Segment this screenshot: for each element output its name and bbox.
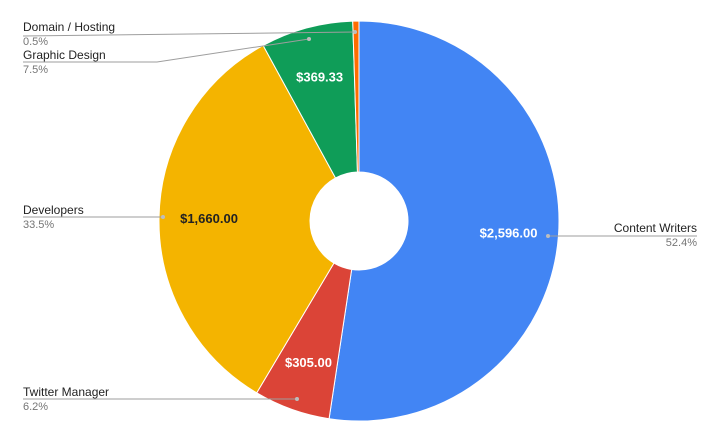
leader-dot bbox=[307, 37, 311, 41]
slice-name-label: Content Writers bbox=[614, 221, 697, 235]
slice-name-label: Developers bbox=[23, 203, 84, 217]
slice-developers[interactable] bbox=[158, 44, 337, 394]
value-label: $305.00 bbox=[285, 355, 332, 370]
slice-percent-label: 7.5% bbox=[23, 64, 48, 76]
value-label: $369.33 bbox=[296, 69, 343, 84]
slice-domain-hosting[interactable] bbox=[352, 20, 360, 173]
leader-dot bbox=[546, 234, 550, 238]
slice-name-label: Graphic Design bbox=[23, 48, 106, 62]
leader-dot bbox=[353, 30, 357, 34]
leader-dot bbox=[161, 215, 165, 219]
leader-dot bbox=[295, 397, 299, 401]
slices-group bbox=[158, 20, 560, 422]
slice-percent-label: 0.5% bbox=[23, 36, 48, 48]
slice-percent-label: 33.5% bbox=[23, 219, 54, 231]
slice-percent-label: 6.2% bbox=[23, 401, 48, 413]
leader-line bbox=[22, 31, 356, 37]
slice-name-label: Domain / Hosting bbox=[23, 20, 115, 34]
value-label: $1,660.00 bbox=[180, 211, 238, 226]
labels-group: $2,596.00 Content Writers 52.4% $305.00 Twit… bbox=[23, 20, 697, 413]
leader-lines-group bbox=[22, 30, 697, 401]
slice-content-writers[interactable] bbox=[328, 20, 560, 422]
slice-name-label: Twitter Manager bbox=[23, 385, 109, 399]
slice-percent-label: 52.4% bbox=[666, 237, 697, 249]
leader-line bbox=[23, 38, 310, 63]
value-label: $2,596.00 bbox=[480, 225, 538, 240]
